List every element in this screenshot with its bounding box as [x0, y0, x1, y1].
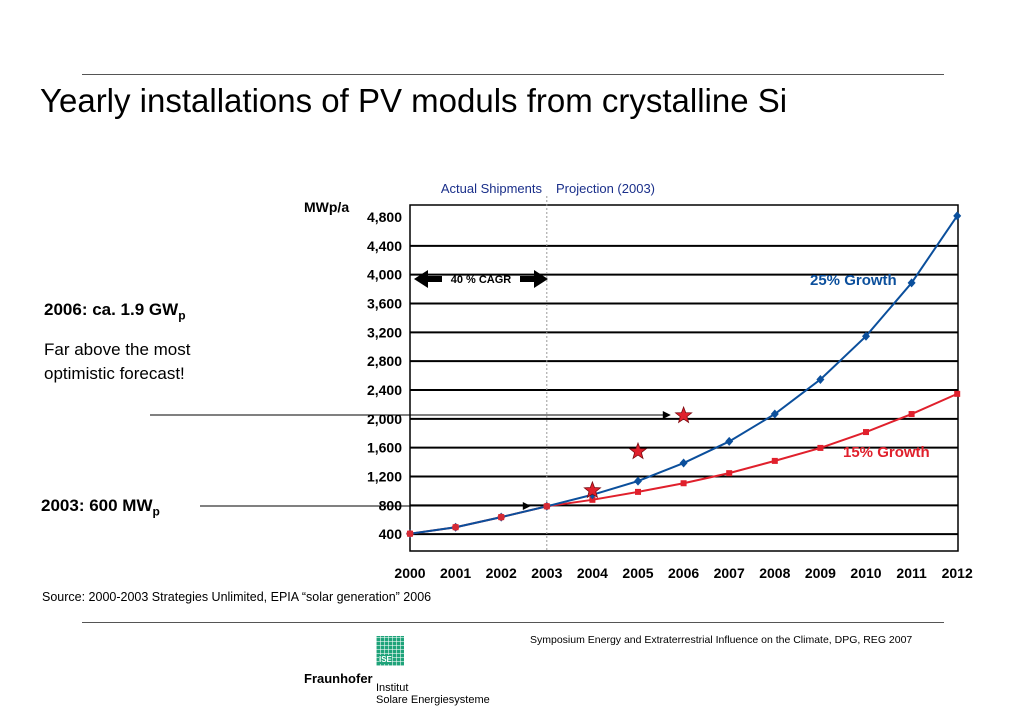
fact-2006-heading-sub: p — [178, 308, 186, 323]
y-tick-label: 4,800 — [367, 209, 402, 225]
x-tick-label: 2000 — [394, 565, 425, 581]
x-tick-label: 2007 — [714, 565, 745, 581]
y-tick-label: 1,600 — [367, 440, 402, 456]
data-point — [862, 331, 870, 341]
cagr-left-arrow — [414, 270, 442, 288]
actual-point — [497, 513, 505, 521]
x-tick-label: 2008 — [759, 565, 790, 581]
x-tick-label: 2004 — [577, 565, 608, 581]
y-tick-label: 2,000 — [367, 411, 402, 427]
star-marker — [628, 441, 648, 460]
data-point — [771, 457, 778, 464]
y-tick-label: 2,800 — [367, 353, 402, 369]
fact-2003-heading: 2003: 600 MWp — [41, 496, 160, 518]
projection-label: Projection (2003) — [556, 181, 655, 196]
star-marker — [674, 405, 693, 424]
fraunhofer-ise-logo-icon: ISE — [376, 636, 404, 666]
data-point — [726, 470, 733, 477]
fact-2006-body-line1: Far above the most — [44, 340, 191, 359]
y-tick-label: 3,600 — [367, 296, 402, 312]
plot-area-frame — [409, 204, 959, 552]
y-tick-label: 800 — [379, 497, 403, 513]
y-tick-label: 400 — [379, 526, 403, 542]
fact-2006-body: Far above the most optimistic forecast! — [44, 338, 190, 386]
data-point — [863, 429, 869, 436]
x-tick-label: 2010 — [850, 565, 881, 581]
fact-2003-heading-text: 2003: 600 MW — [41, 496, 153, 515]
x-tick-label: 2003 — [531, 565, 562, 581]
star-marker — [583, 480, 602, 499]
x-tick-label: 2001 — [440, 565, 471, 581]
series-label-15-growth: 15% Growth — [843, 444, 930, 461]
data-point — [954, 390, 961, 397]
data-point — [680, 480, 687, 487]
logo-icon-text: ISE — [379, 655, 392, 664]
y-tick-label: 4,000 — [367, 267, 402, 283]
data-point — [725, 436, 734, 446]
footer-text: Symposium Energy and Extraterrestrial In… — [530, 634, 913, 646]
data-point — [679, 458, 688, 468]
source-note: Source: 2000-2003 Strategies Unlimited, … — [42, 590, 432, 604]
data-point — [770, 409, 779, 419]
top-rule — [82, 74, 944, 75]
logo-name: Fraunhofer — [304, 671, 373, 686]
logo-institute-line2: Solare Energiesysteme — [376, 694, 490, 706]
data-point — [908, 411, 915, 418]
x-tick-label: 2006 — [668, 565, 699, 581]
x-tick-label: 2005 — [622, 565, 653, 581]
actual-point — [452, 523, 460, 531]
actual-point — [543, 502, 551, 510]
data-point — [816, 374, 825, 384]
x-tick-label: 2009 — [805, 565, 836, 581]
x-tick-label: 2011 — [896, 565, 927, 581]
y-tick-label: 4,400 — [367, 238, 402, 254]
data-point — [635, 488, 641, 495]
data-point — [907, 278, 916, 288]
y-axis-label: MWp/a — [304, 199, 349, 215]
y-tick-label: 2,400 — [367, 382, 402, 398]
data-point — [634, 476, 642, 486]
logo-institute: Institut Solare Energiesysteme — [376, 682, 490, 706]
page-title: Yearly installations of PV moduls from c… — [40, 82, 788, 119]
fact-2006-body-line2: optimistic forecast! — [44, 364, 185, 383]
y-tick-label: 3,200 — [367, 324, 402, 340]
x-tick-label: 2002 — [486, 565, 517, 581]
cagr-label: 40 % CAGR — [451, 274, 512, 286]
series-label-25-growth: 25% Growth — [810, 272, 897, 289]
data-point — [817, 444, 824, 451]
cagr-right-arrow — [520, 270, 548, 288]
data-point — [953, 211, 962, 221]
actual-shipments-label: Actual Shipments — [441, 181, 543, 196]
logo-institute-line1: Institut — [376, 682, 409, 694]
data-point — [589, 496, 596, 503]
actual-point — [406, 530, 414, 538]
y-tick-label: 1,200 — [367, 469, 402, 485]
fact-2003-heading-sub: p — [152, 504, 160, 519]
fact-2006-heading: 2006: ca. 1.9 GWp — [44, 300, 186, 322]
cagr-annotation: 40 % CAGR — [414, 270, 548, 288]
x-tick-label: 2012 — [942, 565, 973, 581]
bottom-rule — [82, 622, 944, 623]
fact-2006-heading-text: 2006: ca. 1.9 GW — [44, 300, 179, 319]
